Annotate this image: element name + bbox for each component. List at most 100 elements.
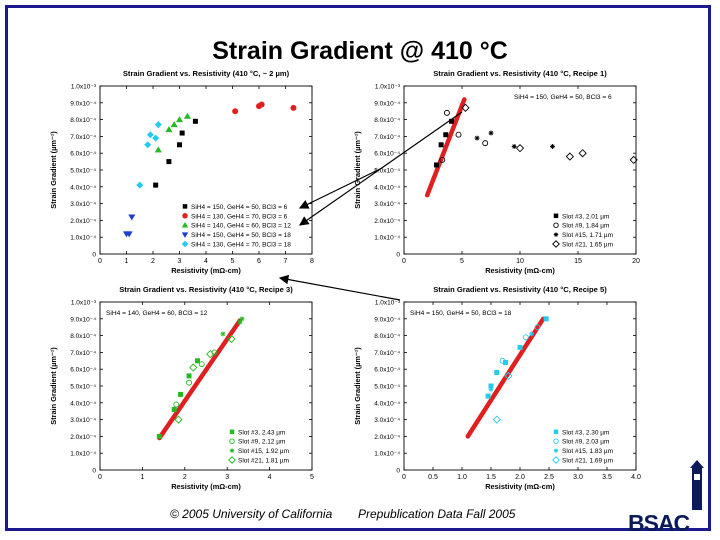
y-axis-label: Strain Gradient (µm⁻¹) — [49, 347, 58, 425]
data-point — [629, 155, 638, 165]
legend-entry: Slot #15, 1.92 µm — [238, 448, 289, 455]
callout-arrow — [299, 111, 463, 226]
y-tick-label: 6.0x10⁻⁴ — [374, 151, 400, 158]
data-point — [488, 130, 494, 136]
data-point — [517, 344, 523, 350]
y-tick-label: 6.0x10⁻⁴ — [70, 367, 96, 374]
x-tick-label: 3.0 — [573, 474, 583, 481]
data-point — [186, 379, 192, 386]
data-point — [192, 118, 198, 124]
y-tick-label: 1.0x10⁻⁴ — [70, 451, 96, 458]
data-point — [549, 143, 555, 149]
y-tick-label: 3.0x10⁻⁴ — [374, 201, 400, 208]
slide-title: Strain Gradient @ 410 °C — [212, 37, 508, 65]
x-tick-label: 8 — [310, 258, 314, 265]
data-point — [153, 182, 159, 188]
data-point — [136, 181, 144, 189]
callout-arrow — [298, 167, 383, 209]
data-point — [189, 363, 198, 372]
data-point — [229, 448, 235, 453]
data-point — [181, 232, 189, 238]
y-tick-label: 9.0x10⁻⁴ — [70, 100, 96, 107]
y-tick-label: 1.0x10⁻³ — [375, 84, 401, 91]
data-point — [182, 213, 188, 219]
data-point — [165, 126, 173, 133]
data-point — [198, 361, 205, 368]
data-point — [237, 319, 243, 325]
data-point — [515, 144, 525, 153]
data-point — [154, 146, 162, 153]
x-tick-label: 3 — [225, 474, 229, 481]
data-point — [433, 162, 439, 168]
callout-arrows — [278, 111, 463, 301]
data-point — [181, 221, 189, 228]
data-point — [206, 349, 215, 359]
y-tick-label: 7.0x10⁻⁴ — [70, 134, 96, 141]
data-point — [455, 131, 462, 138]
x-tick-label: 0 — [98, 474, 102, 481]
y-tick-label: 1.0x10⁻³ — [71, 300, 97, 307]
data-point — [128, 214, 136, 221]
x-tick-label: 7 — [284, 258, 288, 265]
logo-text: BSAC — [628, 510, 690, 536]
legend-entry: Slot #9, 2.03 µm — [562, 439, 609, 446]
data-point — [553, 222, 559, 228]
fit-line — [157, 318, 243, 441]
data-point — [449, 118, 455, 124]
data-point — [258, 101, 265, 108]
y-tick-label: 5.0x10⁻⁴ — [70, 384, 96, 391]
y-tick-label: 8.0x10⁻⁴ — [70, 117, 96, 124]
y-tick-label: 0 — [396, 468, 400, 475]
data-point — [488, 383, 494, 389]
data-point — [171, 407, 177, 413]
y-tick-label: 4.0x10⁻⁴ — [70, 400, 96, 407]
data-point — [290, 104, 297, 111]
data-point — [438, 142, 444, 148]
x-tick-label: 5 — [460, 258, 464, 265]
legend-entry: Slot #21, 1.69 µm — [562, 458, 613, 465]
data-point — [511, 143, 517, 149]
data-point — [461, 103, 470, 112]
slide-frame — [5, 5, 711, 531]
fit-line — [465, 316, 546, 439]
legend-entry: Slot #9, 2.12 µm — [238, 439, 285, 446]
y-tick-label: 9.0x10⁻⁴ — [374, 316, 400, 323]
data-point — [503, 359, 508, 365]
y-tick-label: 1.0x10⁻³ — [375, 300, 401, 307]
y-tick-label: 9.0x10⁻⁴ — [70, 316, 96, 323]
data-point — [553, 438, 559, 444]
data-point — [439, 156, 446, 163]
x-tick-label: 0 — [402, 474, 406, 481]
y-tick-label: 7.0x10⁻⁴ — [374, 134, 400, 141]
legend-entry: SiH4 = 150, GeH4 = 50, BCl3 = 18 — [191, 232, 291, 239]
legend-entry: SiH4 = 140, GeH4 = 60, BCl3 = 12 — [191, 223, 291, 230]
footer-note: Prepublication Data Fall 2005 — [358, 507, 516, 521]
legend-entry: SiH4 = 130, GeH4 = 70, BCl3 = 6 — [191, 213, 288, 220]
x-tick-label: 5 — [310, 474, 314, 481]
data-point — [553, 213, 559, 219]
y-tick-label: 6.0x10⁻⁴ — [70, 151, 96, 158]
legend-entry: Slot #21, 1.81 µm — [238, 458, 289, 465]
data-point — [220, 331, 226, 337]
data-point — [182, 204, 188, 209]
data-point — [543, 316, 549, 322]
y-tick-label: 4.0x10⁻⁴ — [374, 400, 400, 407]
x-tick-label: 0 — [98, 258, 102, 265]
y-tick-label: 1.0x10⁻⁴ — [374, 235, 400, 242]
campanile-tower-icon — [690, 460, 704, 510]
data-point — [177, 142, 182, 148]
x-tick-label: 2.0 — [515, 474, 525, 481]
x-axis-label: Resistivity (mΩ-cm) — [485, 482, 555, 491]
data-point — [166, 159, 172, 165]
y-axis-label: Strain Gradient (µm⁻¹) — [49, 131, 58, 209]
data-point — [232, 108, 239, 115]
y-tick-label: 1.0x10⁻⁴ — [374, 451, 400, 458]
chart-recipes-overview: Strain Gradient vs. Resistivity (410 °C,… — [49, 69, 314, 275]
data-point — [228, 456, 236, 464]
data-point — [443, 132, 449, 138]
data-point — [178, 391, 184, 397]
x-tick-label: 4 — [204, 258, 208, 265]
data-point — [552, 456, 560, 464]
x-tick-label: 4 — [268, 474, 272, 481]
y-tick-label: 2.0x10⁻⁴ — [70, 218, 96, 225]
